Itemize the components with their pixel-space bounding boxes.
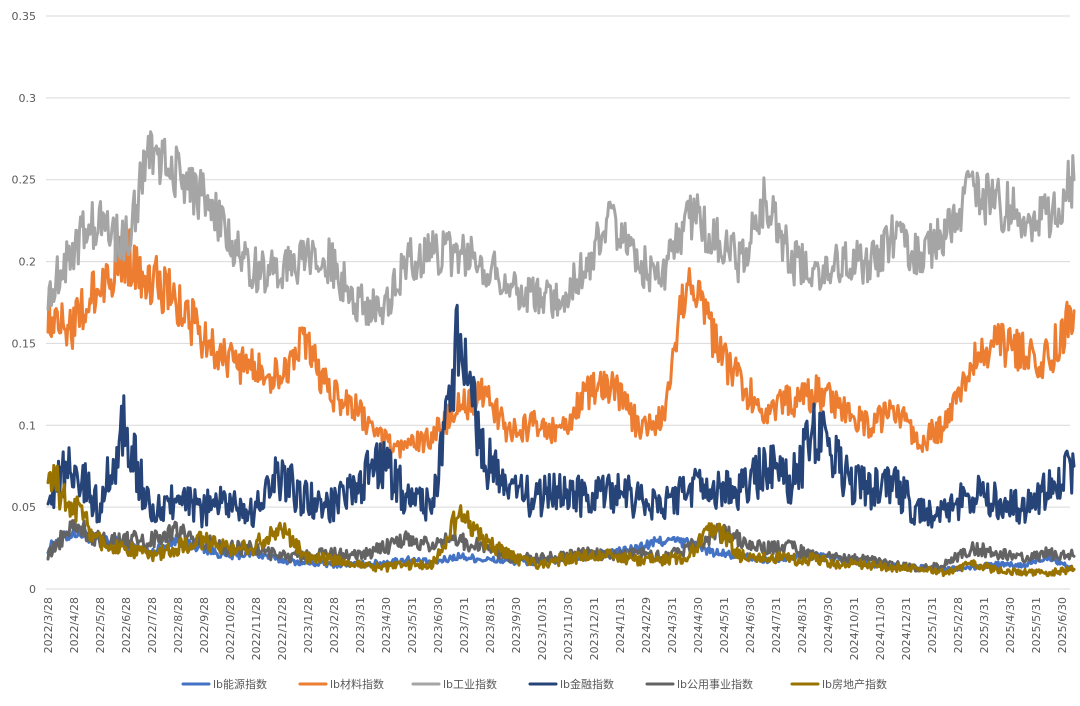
y-tick-label: 0.3 [19,92,37,105]
x-tick-label: 2024/6/30 [744,597,757,653]
x-tick-label: 2025/2/28 [952,597,965,653]
legend-label: lb工业指数 [443,677,497,691]
x-tick-label: 2025/1/31 [926,597,939,653]
x-tick-label: 2024/8/31 [796,597,809,653]
x-tick-label: 2022/11/28 [250,597,263,660]
y-tick-label: 0.1 [19,419,37,432]
x-tick-label: 2023/2/28 [328,597,341,653]
series-line-3 [46,130,1076,326]
series-line-4 [46,303,1076,529]
x-tick-label: 2025/4/30 [1004,597,1017,653]
x-tick-label: 2022/5/28 [94,597,107,653]
x-tick-label: 2023/11/30 [562,597,575,660]
x-tick-label: 2024/9/30 [822,597,835,653]
x-tick-label: 2023/3/31 [354,597,367,653]
x-tick-label: 2022/3/28 [42,597,55,653]
y-tick-label: 0.15 [12,337,37,350]
x-tick-label: 2022/7/28 [146,597,159,653]
x-tick-label: 2024/11/30 [874,597,887,660]
x-tick-label: 2023/9/30 [510,597,523,653]
legend-label: lb材料指数 [330,677,384,691]
legend-label: lb房地产指数 [822,677,887,691]
x-tick-label: 2024/2/29 [640,597,653,653]
x-tick-label: 2025/5/31 [1030,597,1043,653]
x-tick-label: 2022/8/28 [172,597,185,653]
x-tick-label: 2024/3/31 [666,597,679,653]
legend: lb能源指数 lb材料指数 lb工业指数 lb金融指数 lb公用事业指数 lb房地产指数 [181,677,887,691]
x-tick-label: 2025/3/31 [978,597,991,653]
legend-label: lb公用事业指数 [677,677,753,691]
series-line-6 [46,463,1076,578]
y-tick-label: 0 [29,583,36,596]
x-tick-label: 2023/12/31 [588,597,601,660]
x-tick-label: 2022/12/28 [276,597,289,660]
x-tick-label: 2022/9/28 [198,597,211,653]
x-tick-label: 2024/5/31 [718,597,731,653]
x-tick-label: 2024/12/31 [900,597,913,660]
x-tick-label: 2023/8/31 [484,597,497,653]
x-tick-label: 2024/4/30 [692,597,705,653]
x-tick-label: 2024/10/31 [848,597,861,660]
y-tick-label: 0.35 [12,10,37,23]
x-tick-label: 2023/5/31 [406,597,419,653]
legend-label: lb能源指数 [213,677,267,691]
x-tick-label: 2023/7/31 [458,597,471,653]
x-tick-label: 2022/6/28 [120,597,133,653]
legend-label: lb金融指数 [560,677,614,691]
y-tick-label: 0.25 [12,174,37,187]
x-tick-label: 2023/6/30 [432,597,445,653]
y-axis-ticks: 0 0.05 0.1 0.15 0.2 0.25 0.3 0.35 [12,10,37,596]
y-tick-label: 0.05 [12,501,37,514]
series-lines [46,130,1076,578]
x-tick-label: 2022/4/28 [68,597,81,653]
y-tick-label: 0.2 [19,256,37,269]
x-tick-label: 2023/10/31 [536,597,549,660]
series-line-2 [46,228,1076,459]
x-tick-label: 2025/6/30 [1056,597,1069,653]
x-axis-ticks: 2022/3/28 2022/4/28 2022/5/28 2022/6/28 2022… [42,597,1069,660]
x-tick-label: 2024/1/31 [614,597,627,653]
x-tick-label: 2024/7/31 [770,597,783,653]
x-tick-label: 2023/1/28 [302,597,315,653]
x-tick-label: 2022/10/28 [224,597,237,660]
x-tick-label: 2023/4/30 [380,597,393,653]
